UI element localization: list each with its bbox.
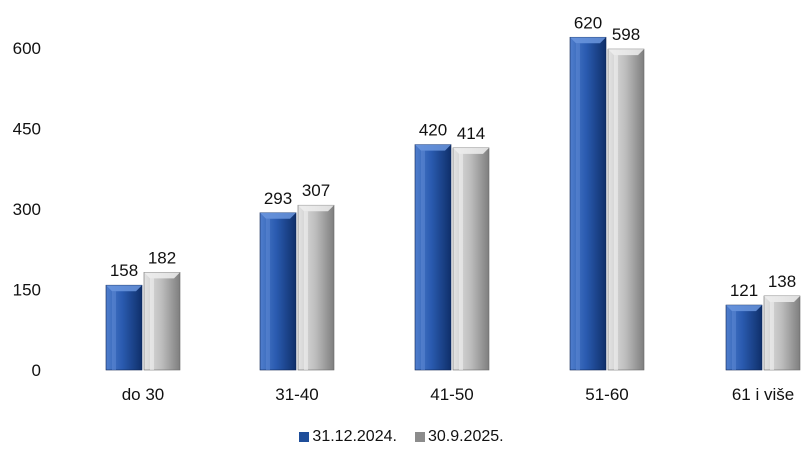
legend-item-series-1: 31.12.2024. [299,428,397,446]
bar-bevel [106,285,142,291]
bar-highlight [770,302,774,370]
data-label: 420 [419,121,447,140]
bar [415,145,451,370]
bar-bevel [608,49,644,55]
bar [298,205,334,370]
data-label: 598 [612,25,640,44]
legend-item-series-2: 30.9.2025. [415,428,504,446]
bar-body [764,296,800,370]
bar-body [608,49,644,370]
x-tick-label: 61 i više [732,385,794,404]
bar-highlight [421,151,425,370]
x-axis: do 30 31-40 41-50 51-60 61 i više [122,385,794,404]
bar-bevel [298,205,334,211]
data-label: 121 [730,281,758,300]
bar-bevel [570,37,606,43]
x-tick-label: 41-50 [430,385,473,404]
bar-bevel [260,213,296,219]
bar-highlight [304,211,308,370]
bars [106,37,800,370]
bar-body [453,148,489,370]
legend-label: 31.12.2024. [312,428,397,446]
bar-body [570,37,606,370]
data-label: 620 [574,13,602,32]
bar-highlight [614,55,618,370]
y-axis: 0 150 300 450 600 [13,39,41,380]
legend: 31.12.2024. 30.9.2025. [0,428,803,446]
x-tick-label: 31-40 [275,385,318,404]
bar [726,305,762,370]
x-tick-label: 51-60 [585,385,628,404]
y-tick-label: 150 [13,281,41,300]
bar-body [106,285,142,370]
legend-swatch-blue [299,432,309,442]
bar-bevel [144,272,180,278]
bar [608,49,644,370]
data-label: 293 [264,189,292,208]
bar-bevel [415,145,451,151]
y-tick-label: 0 [32,361,41,380]
bar [764,296,800,370]
data-label: 307 [302,181,330,200]
bar [106,285,142,370]
bar-body [415,145,451,370]
bar-body [260,213,296,370]
bar [570,37,606,370]
bar-bevel [726,305,762,311]
y-tick-label: 450 [13,120,41,139]
bar [144,272,180,370]
bar-highlight [732,311,736,370]
bar-bevel [453,148,489,154]
legend-swatch-gray [415,432,425,442]
bar-body [144,272,180,370]
bar [260,213,296,370]
bar-body [726,305,762,370]
data-label: 158 [110,261,138,280]
bar-highlight [266,219,270,370]
y-tick-label: 300 [13,200,41,219]
data-label: 138 [768,272,796,291]
bar-highlight [150,278,154,370]
legend-label: 30.9.2025. [428,428,504,446]
bar-highlight [576,43,580,370]
y-tick-label: 600 [13,39,41,58]
bar [453,148,489,370]
data-label: 414 [457,124,485,143]
data-label: 182 [148,248,176,267]
bar-bevel [764,296,800,302]
bar-highlight [112,291,116,370]
bar-body [298,205,334,370]
x-tick-label: do 30 [122,385,165,404]
bar-highlight [459,154,463,370]
